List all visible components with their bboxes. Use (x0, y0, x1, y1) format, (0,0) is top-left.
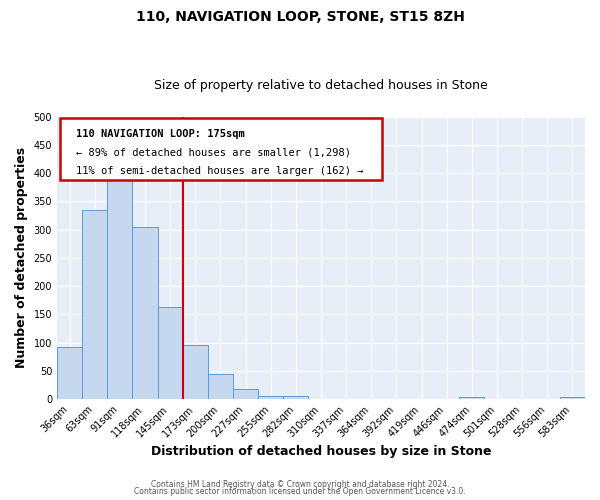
Bar (208, 374, 233, 399)
Bar (158, 307, 183, 399)
Text: 110, NAVIGATION LOOP, STONE, ST15 8ZH: 110, NAVIGATION LOOP, STONE, ST15 8ZH (136, 10, 464, 24)
Bar (57, 346, 82, 399)
Bar (82, 210, 107, 399)
Bar (283, 396, 308, 399)
Text: 11% of semi-detached houses are larger (162) →: 11% of semi-detached houses are larger (… (76, 166, 363, 176)
Bar (233, 389, 258, 399)
Y-axis label: Number of detached properties: Number of detached properties (15, 148, 28, 368)
Text: 110 NAVIGATION LOOP: 175sqm: 110 NAVIGATION LOOP: 175sqm (76, 130, 244, 140)
X-axis label: Distribution of detached houses by size in Stone: Distribution of detached houses by size … (151, 444, 491, 458)
Title: Size of property relative to detached houses in Stone: Size of property relative to detached ho… (154, 79, 488, 92)
Bar (560, 397, 585, 399)
Text: Contains public sector information licensed under the Open Government Licence v3: Contains public sector information licen… (134, 487, 466, 496)
Bar (133, 227, 158, 399)
FancyBboxPatch shape (59, 118, 382, 180)
Bar (258, 396, 283, 399)
Bar (459, 397, 484, 399)
Bar (107, 168, 133, 399)
Text: Contains HM Land Registry data © Crown copyright and database right 2024.: Contains HM Land Registry data © Crown c… (151, 480, 449, 489)
Bar (183, 345, 208, 399)
Text: ← 89% of detached houses are smaller (1,298): ← 89% of detached houses are smaller (1,… (76, 148, 350, 158)
